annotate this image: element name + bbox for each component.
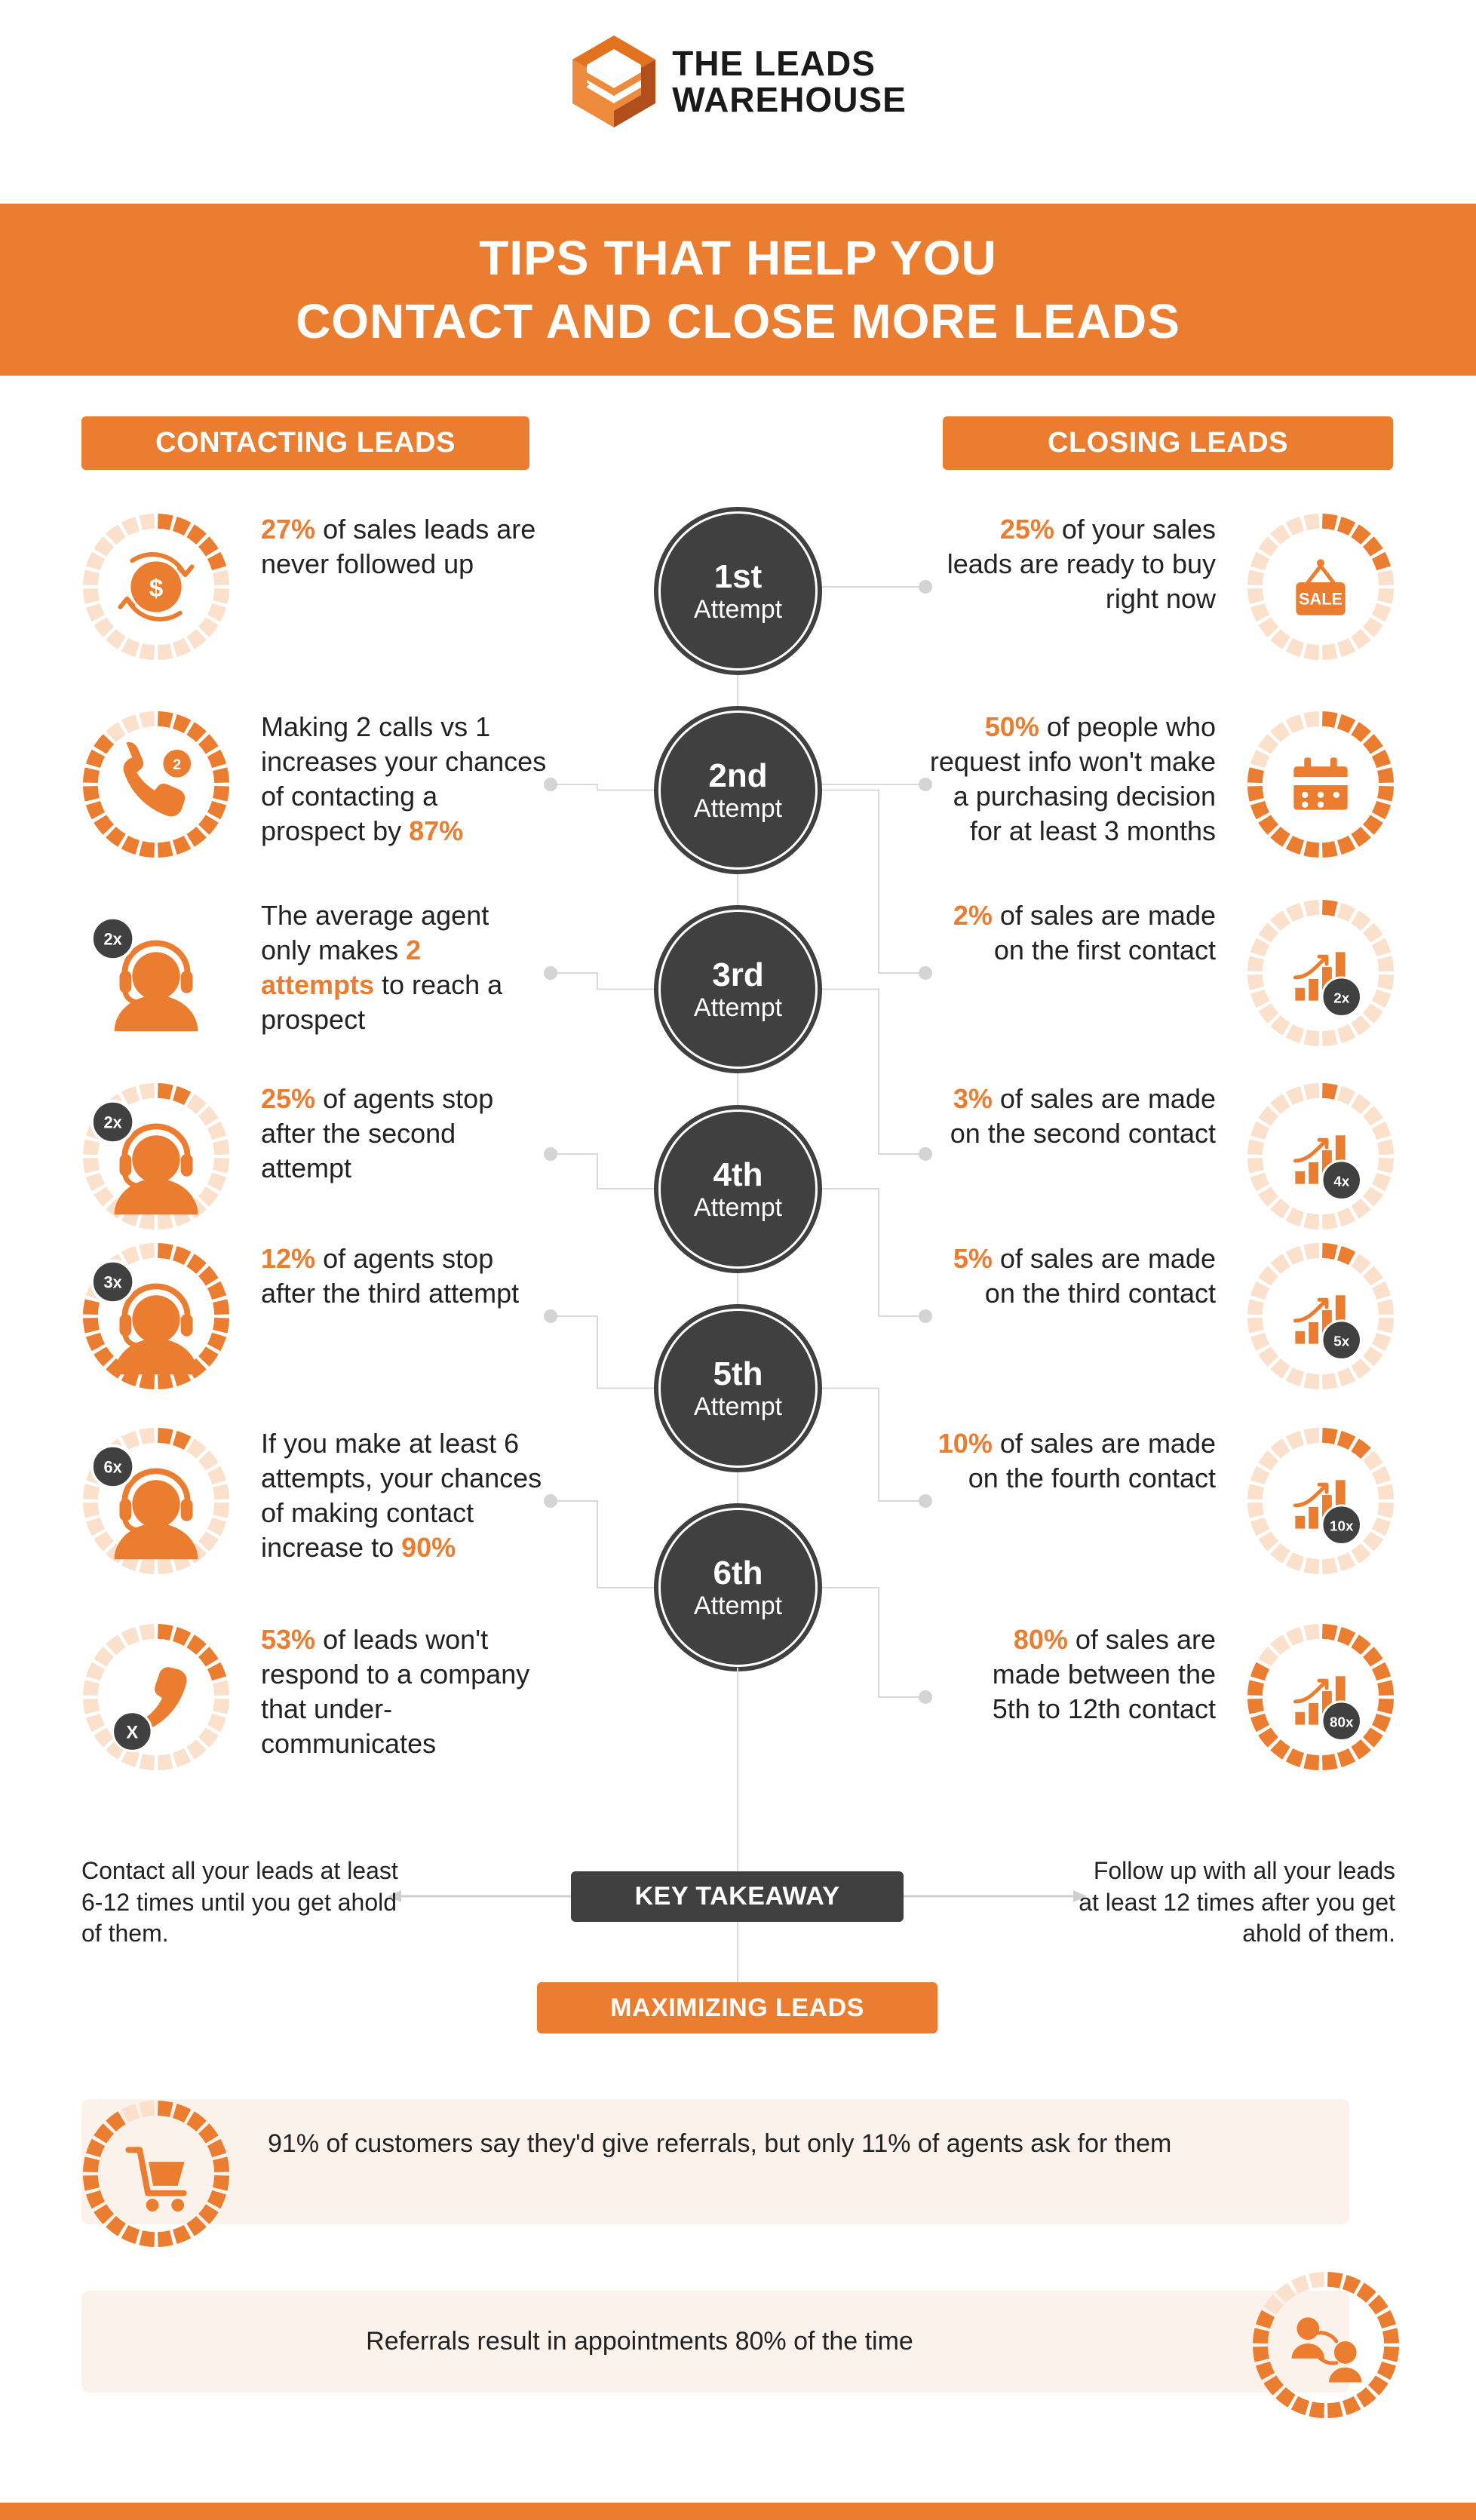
svg-text:2x: 2x bbox=[103, 1113, 121, 1131]
svg-text:2x: 2x bbox=[103, 929, 121, 948]
svg-text:6x: 6x bbox=[103, 1457, 121, 1476]
svg-text:80x: 80x bbox=[1330, 1714, 1354, 1730]
svg-text:2: 2 bbox=[173, 757, 181, 773]
svg-text:$: $ bbox=[149, 575, 164, 603]
svg-text:X: X bbox=[126, 1722, 138, 1742]
svg-text:10x: 10x bbox=[1330, 1518, 1354, 1534]
svg-text:4x: 4x bbox=[1333, 1174, 1349, 1189]
svg-text:3x: 3x bbox=[103, 1272, 121, 1291]
svg-text:SALE: SALE bbox=[1299, 590, 1343, 609]
svg-text:5x: 5x bbox=[1333, 1334, 1349, 1349]
svg-text:2x: 2x bbox=[1333, 990, 1349, 1006]
